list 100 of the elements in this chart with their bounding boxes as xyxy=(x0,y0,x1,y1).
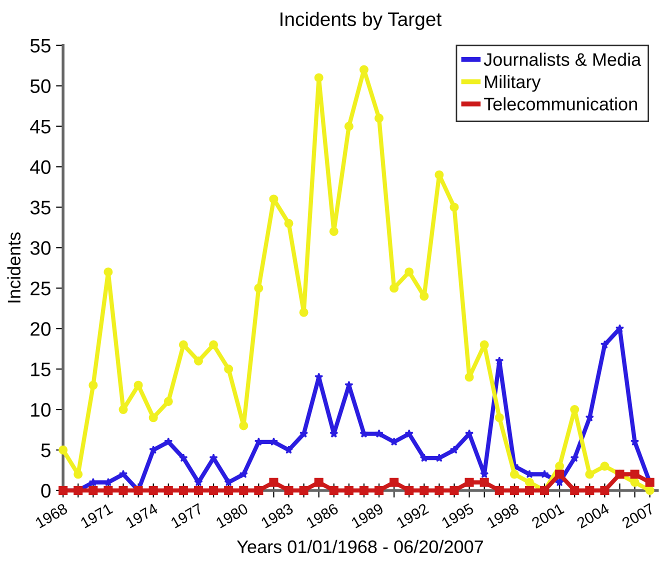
x-tick-label: 2004 xyxy=(576,502,610,529)
point xyxy=(284,486,294,495)
point xyxy=(360,429,368,438)
point xyxy=(510,486,519,495)
point xyxy=(524,478,534,487)
point xyxy=(299,486,308,495)
point xyxy=(464,478,474,487)
point xyxy=(450,202,459,212)
point xyxy=(88,478,98,486)
point xyxy=(404,429,414,438)
x-tick-label: 2001 xyxy=(531,502,565,529)
point xyxy=(645,486,654,495)
point xyxy=(374,429,384,438)
point xyxy=(224,364,234,374)
x-tick-label: 1998 xyxy=(486,502,520,528)
x-tick-label: 1971 xyxy=(80,502,114,528)
y-tick-label: 15 xyxy=(31,362,50,376)
point xyxy=(134,380,143,390)
legend-label: Journalists & Media xyxy=(484,52,642,66)
point xyxy=(118,470,128,478)
point xyxy=(390,478,399,487)
point xyxy=(570,486,580,495)
y-axis-title: Incidents xyxy=(7,232,21,302)
x-tick-label: 1977 xyxy=(170,502,204,528)
point xyxy=(329,226,338,236)
y-tick-label: 35 xyxy=(30,200,50,214)
point xyxy=(464,372,474,382)
y-tick-label: 30 xyxy=(30,241,51,255)
point xyxy=(600,462,610,471)
x-tick-label: 1989 xyxy=(350,502,384,528)
point xyxy=(494,486,504,495)
point xyxy=(284,218,294,228)
point xyxy=(450,486,459,495)
point xyxy=(390,284,399,293)
point xyxy=(374,486,384,495)
point xyxy=(88,380,98,390)
x-axis-title: Years 01/01/1968 - 06/20/2007 xyxy=(236,540,483,554)
point xyxy=(194,356,203,366)
point xyxy=(615,324,624,332)
point xyxy=(570,454,579,462)
point xyxy=(314,478,324,487)
point xyxy=(555,470,564,479)
x-tick-label: 1974 xyxy=(125,502,159,528)
y-tick-label: 0 xyxy=(41,484,51,498)
point xyxy=(524,486,534,495)
point xyxy=(344,122,354,131)
y-tick-label: 25 xyxy=(30,282,50,296)
point xyxy=(178,486,188,495)
point xyxy=(194,478,203,486)
point xyxy=(359,486,368,495)
point xyxy=(585,470,594,479)
point xyxy=(344,486,354,495)
point xyxy=(630,470,640,479)
point xyxy=(450,445,459,454)
point xyxy=(74,470,83,479)
point xyxy=(88,486,98,495)
point xyxy=(179,454,188,462)
x-tick-label: 1980 xyxy=(215,502,249,528)
legend-label: Military xyxy=(485,74,541,92)
point xyxy=(585,486,594,495)
point xyxy=(224,486,234,495)
y-tick-label: 40 xyxy=(30,160,51,174)
y-tick-label: 10 xyxy=(31,402,51,417)
legend-label: Telecommunication xyxy=(484,97,637,110)
point xyxy=(600,340,610,349)
point xyxy=(404,267,414,276)
point xyxy=(404,486,414,495)
point xyxy=(239,421,248,430)
point xyxy=(178,340,188,350)
x-tick-label: 1995 xyxy=(441,502,474,528)
point xyxy=(314,372,324,381)
x-tick-label: 1986 xyxy=(306,502,339,528)
point xyxy=(374,114,384,123)
point xyxy=(118,486,128,495)
y-tick-label: 50 xyxy=(30,79,51,94)
point xyxy=(630,478,640,487)
point xyxy=(194,486,203,495)
y-tick-label: 5 xyxy=(41,444,50,458)
point xyxy=(164,486,173,495)
point xyxy=(510,470,519,479)
point xyxy=(434,486,444,495)
point xyxy=(209,486,218,495)
point xyxy=(495,356,504,365)
x-tick-label: 1983 xyxy=(260,502,294,528)
point xyxy=(254,284,264,293)
point xyxy=(555,462,564,471)
y-tick-label: 55 xyxy=(30,39,50,53)
point xyxy=(314,73,324,82)
point xyxy=(148,486,158,495)
point xyxy=(239,486,248,495)
point xyxy=(329,486,338,495)
point xyxy=(104,267,113,276)
point xyxy=(254,437,263,446)
point xyxy=(148,413,158,422)
point xyxy=(299,308,308,317)
point xyxy=(434,170,444,180)
point xyxy=(254,486,264,495)
point xyxy=(58,445,68,455)
x-tick-label: 1968 xyxy=(34,502,68,528)
point xyxy=(209,340,218,350)
